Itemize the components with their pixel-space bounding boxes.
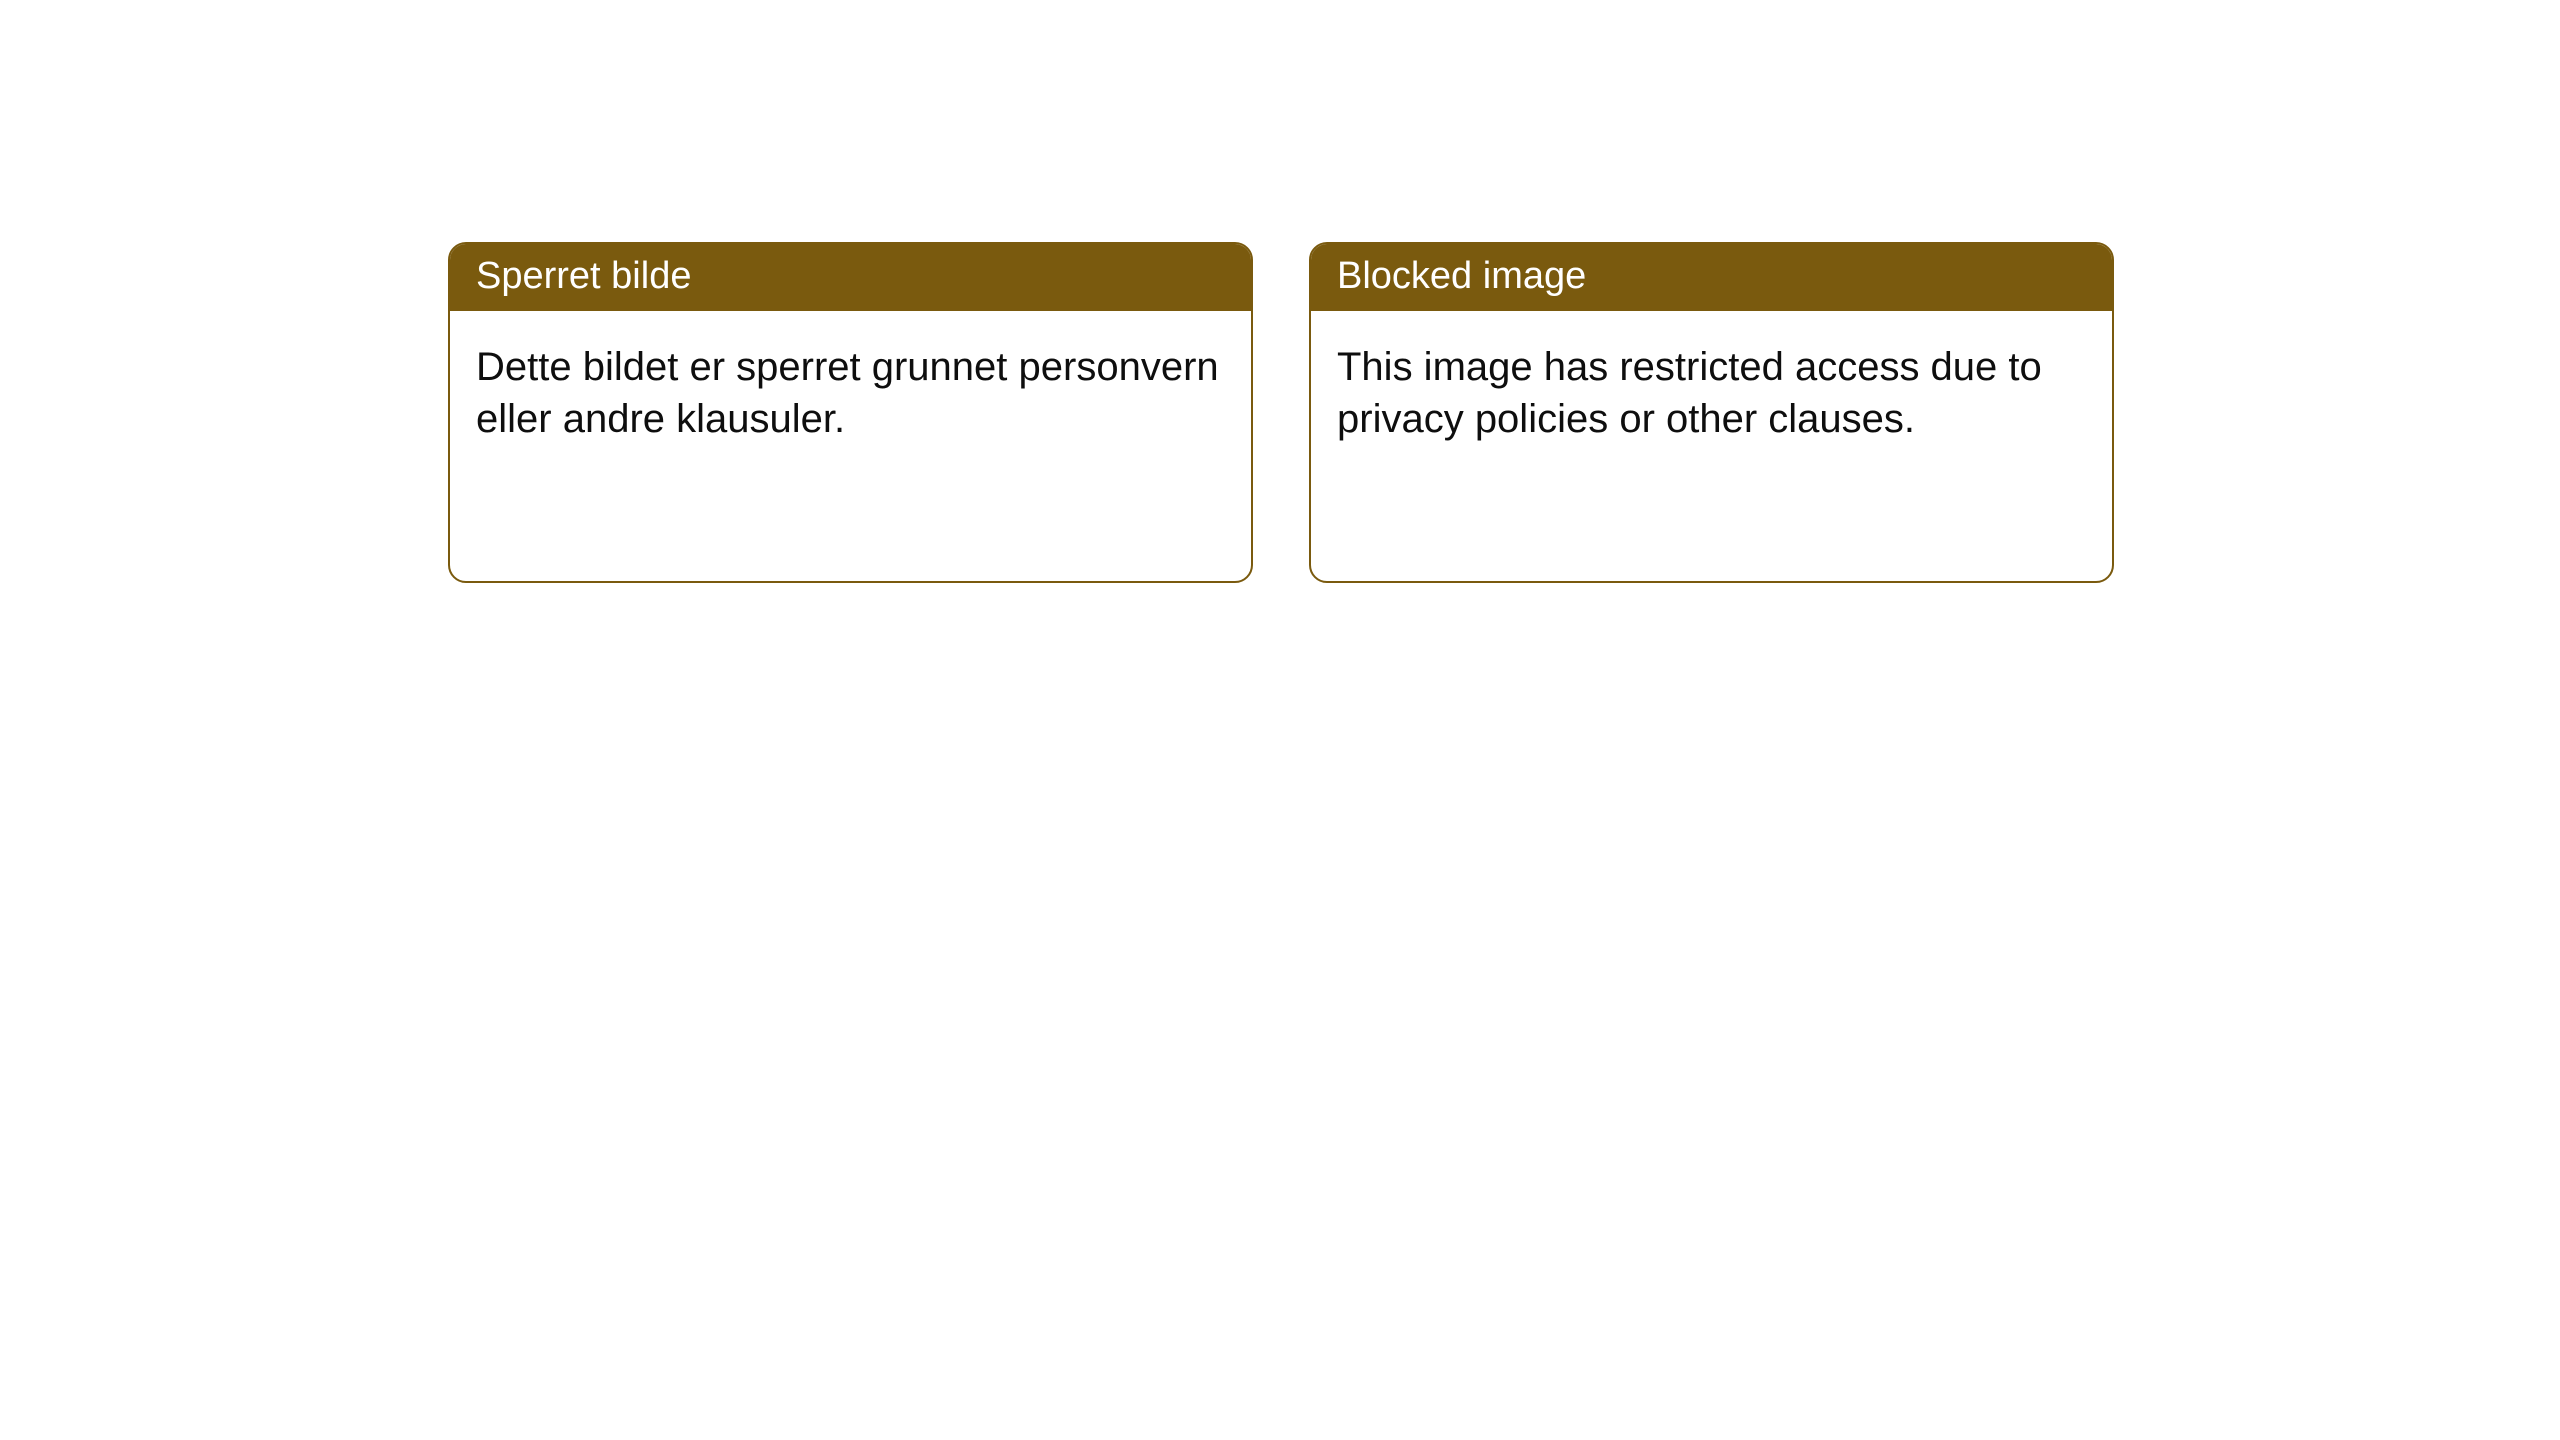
notice-card-title: Blocked image xyxy=(1311,244,2112,311)
notice-card-body: Dette bildet er sperret grunnet personve… xyxy=(450,311,1251,581)
notice-container: Sperret bilde Dette bildet er sperret gr… xyxy=(0,0,2560,583)
notice-card-english: Blocked image This image has restricted … xyxy=(1309,242,2114,583)
notice-card-title: Sperret bilde xyxy=(450,244,1251,311)
notice-card-body: This image has restricted access due to … xyxy=(1311,311,2112,581)
notice-card-norwegian: Sperret bilde Dette bildet er sperret gr… xyxy=(448,242,1253,583)
